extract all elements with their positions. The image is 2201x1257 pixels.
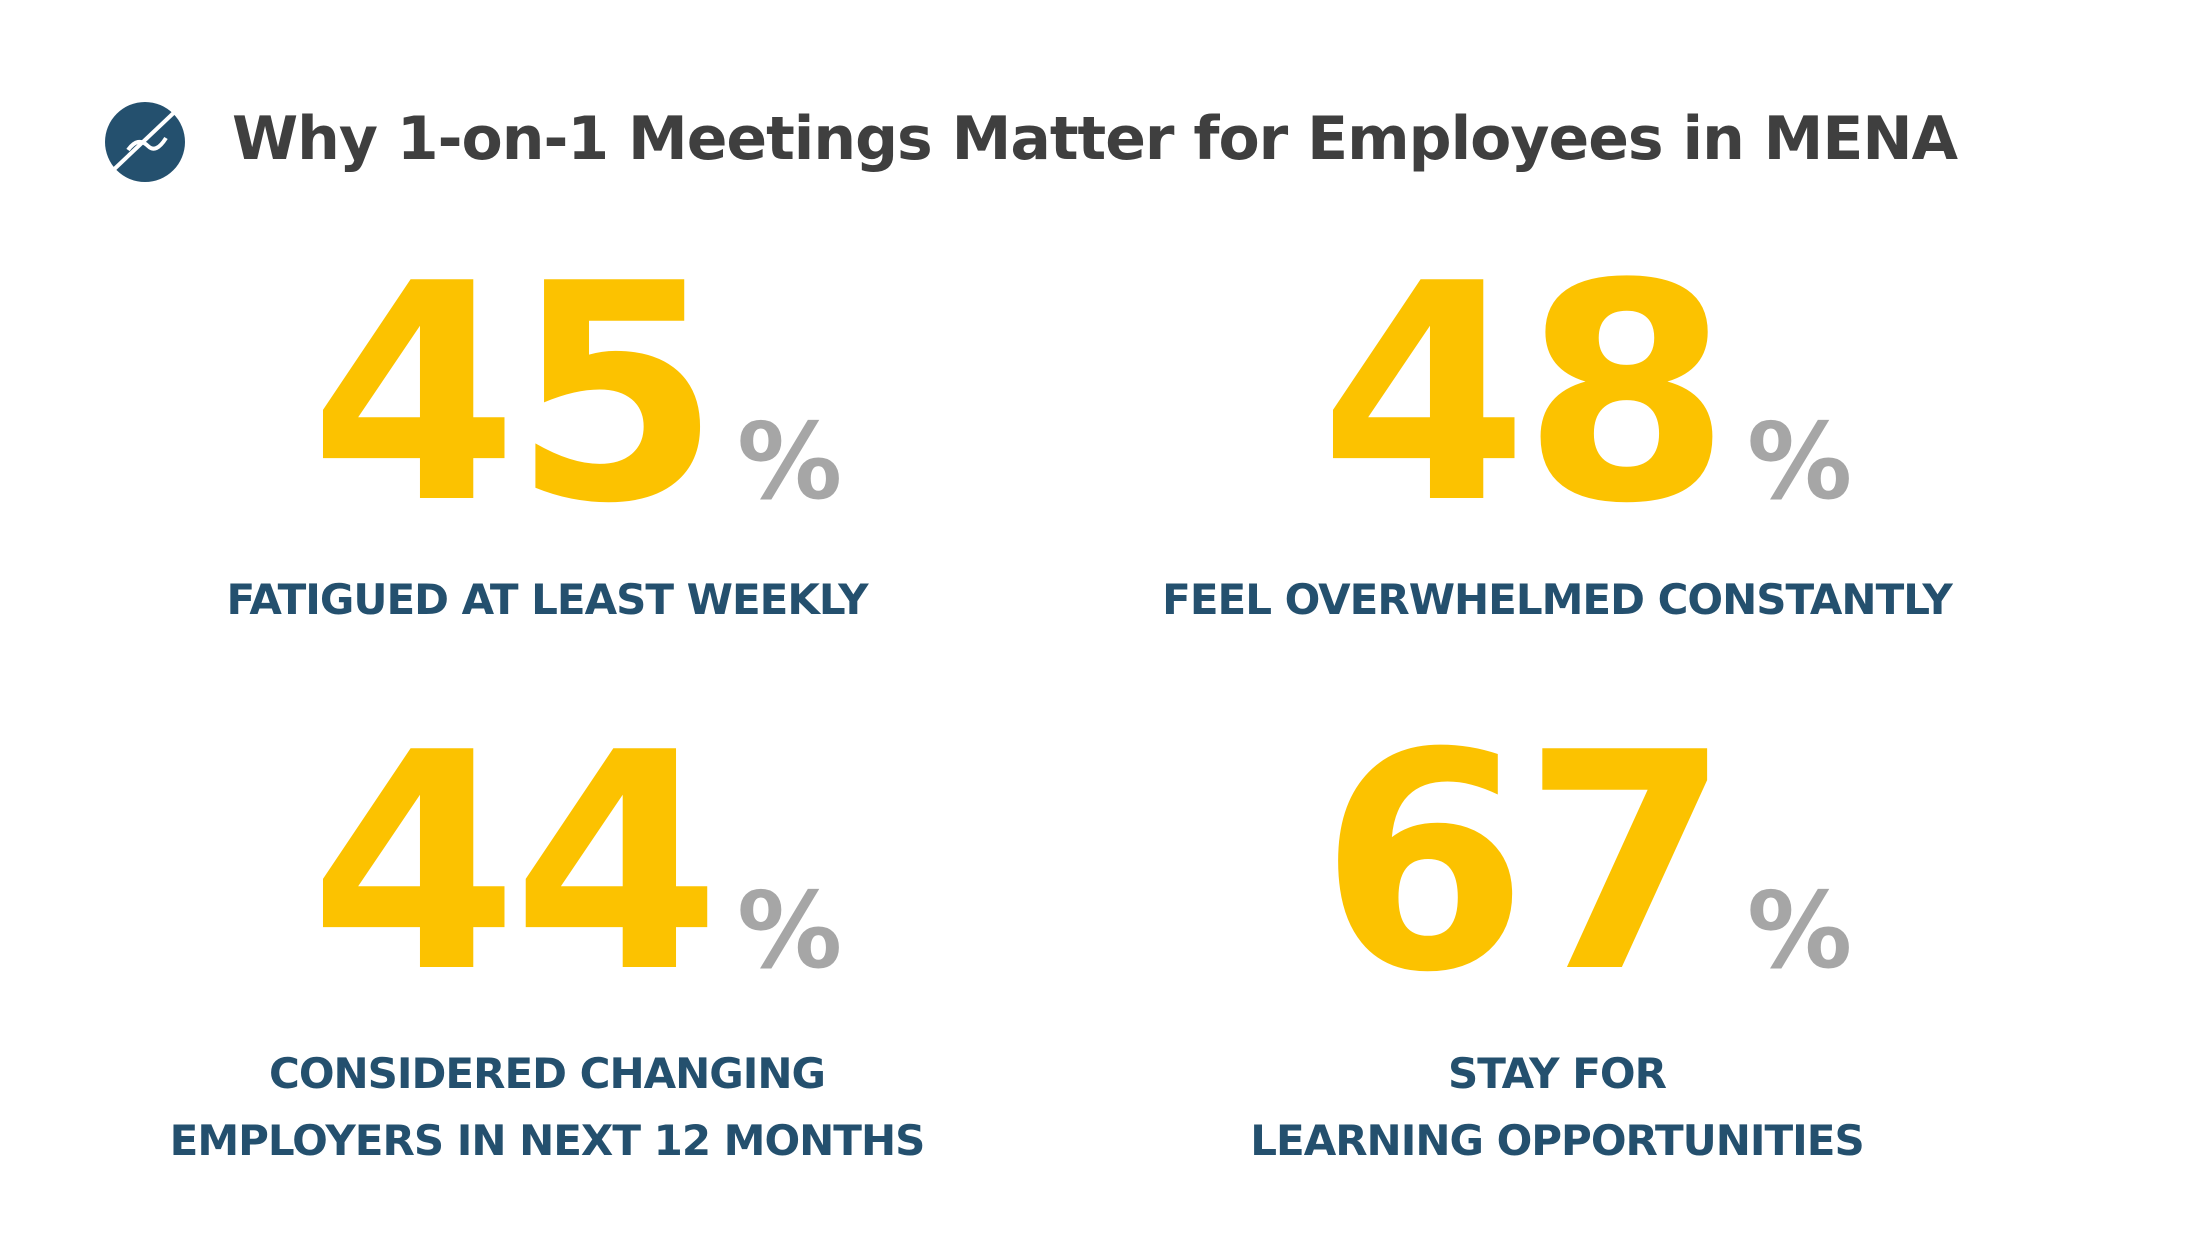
stat-label: FATIGUED AT LEAST WEEKLY	[226, 575, 869, 624]
stat-label: LEARNING OPPORTUNITIES	[1250, 1116, 1864, 1165]
stat-unit: %	[1747, 870, 1852, 992]
stat-value: 44	[310, 689, 715, 1038]
stat-label: FEEL OVERWHELMED CONSTANTLY	[1162, 575, 1953, 624]
stat-unit: %	[1747, 401, 1852, 523]
stat-unit: %	[737, 870, 842, 992]
title: Why 1-on-1 Meetings Matter for Employees…	[232, 104, 1959, 174]
stat-label: EMPLOYERS IN NEXT 12 MONTHS	[170, 1116, 925, 1165]
stat-value: 67	[1320, 689, 1725, 1038]
stat-value: 48	[1320, 220, 1725, 569]
stat-value: 45	[310, 220, 715, 569]
stat-unit: %	[737, 401, 842, 523]
stat-label: CONSIDERED CHANGING	[269, 1049, 825, 1098]
logo	[105, 102, 185, 182]
stat-label: STAY FOR	[1448, 1049, 1667, 1098]
